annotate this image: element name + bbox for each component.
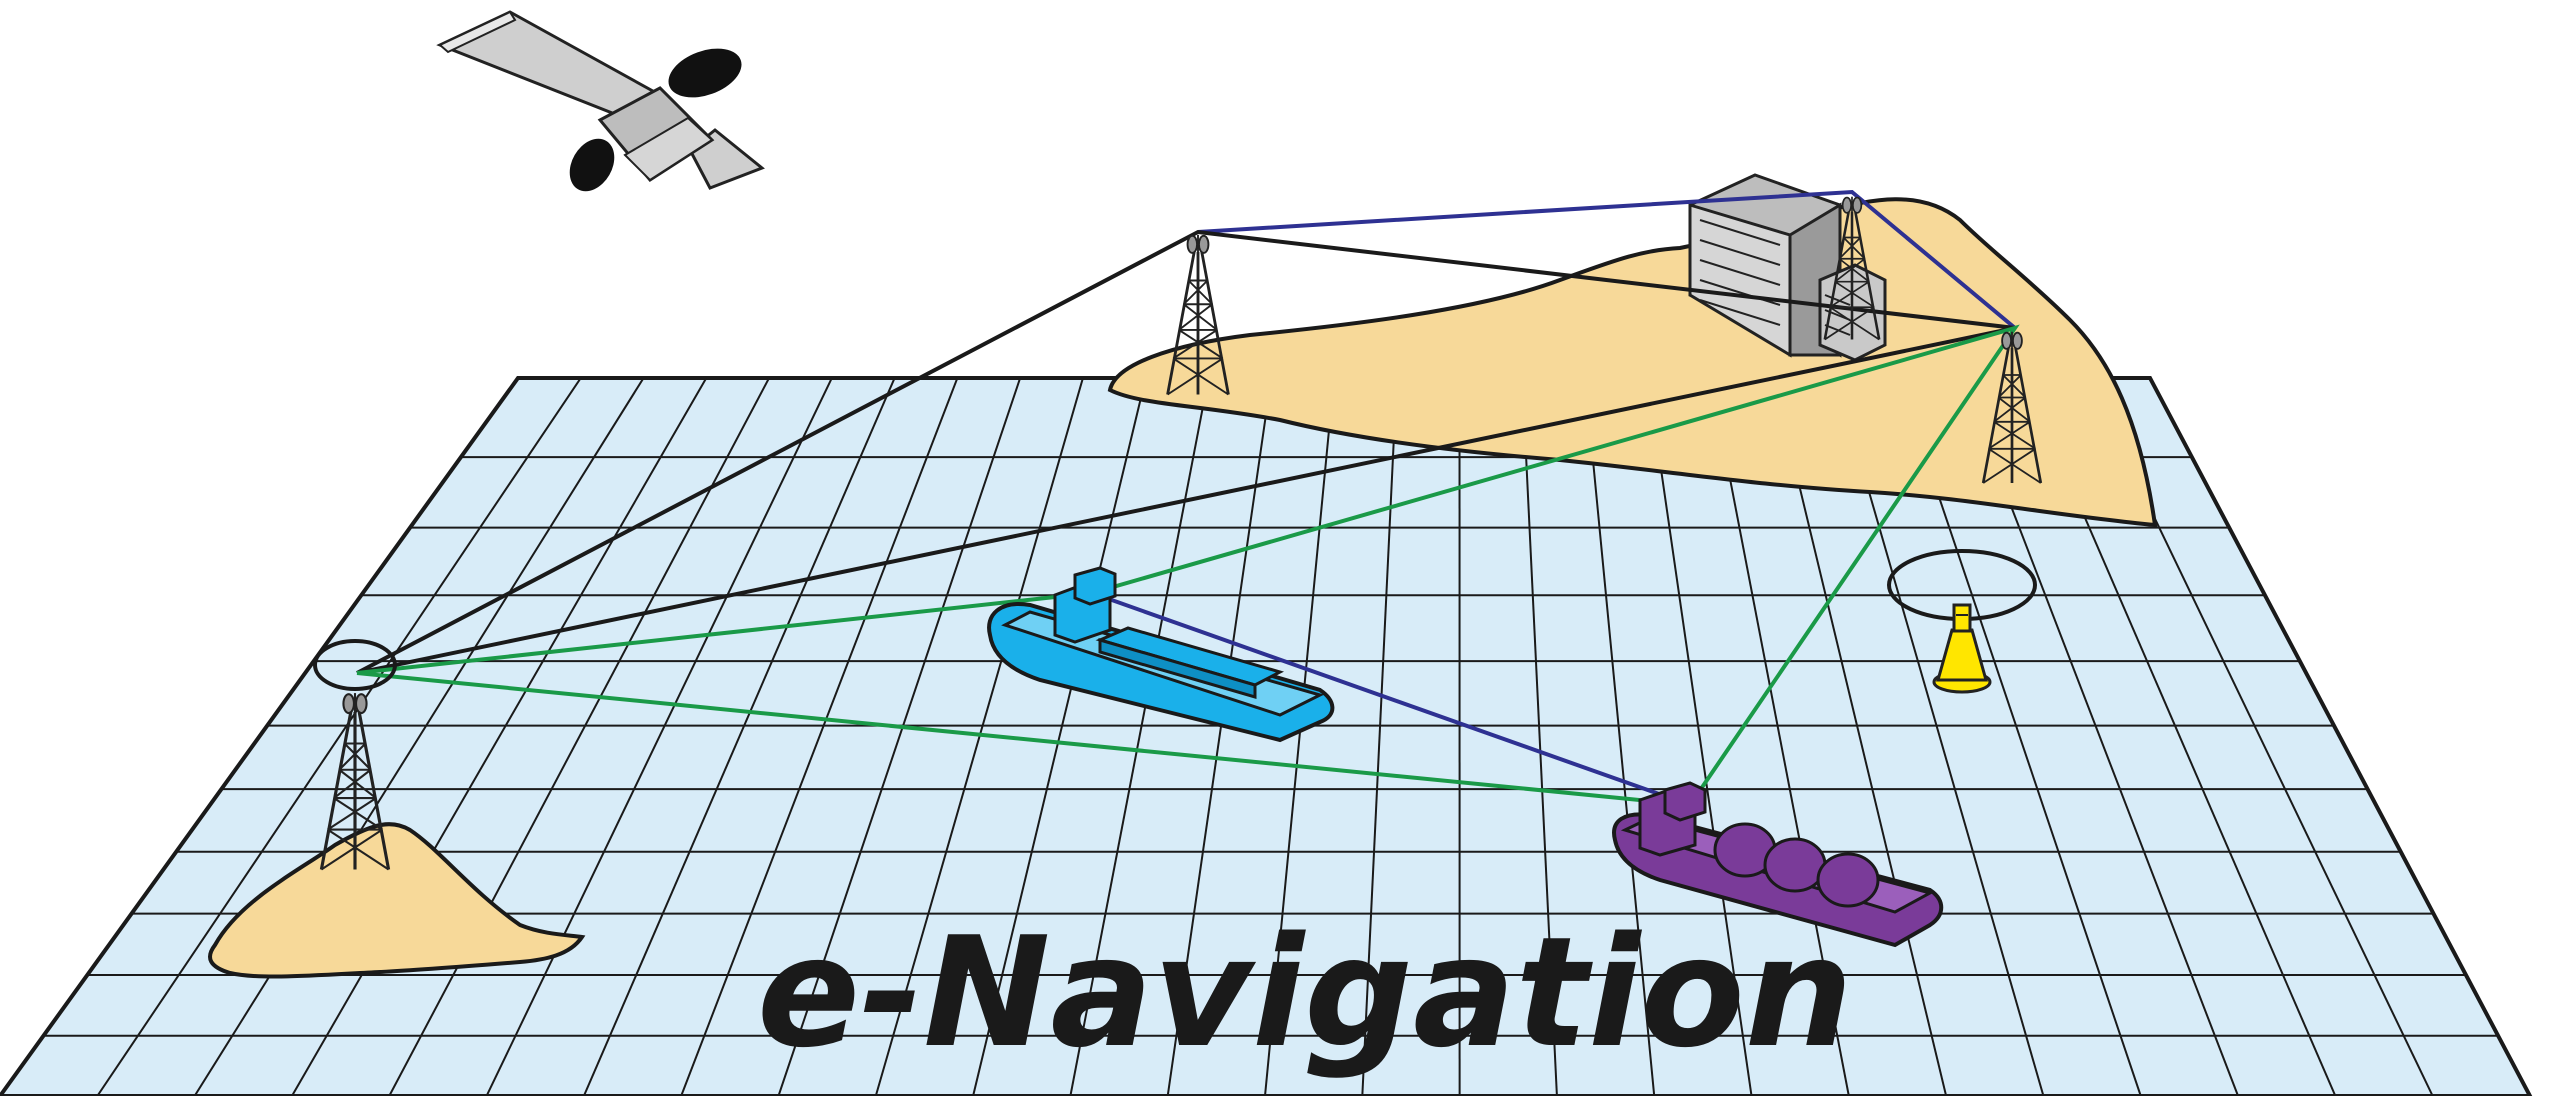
satellite-icon <box>436 10 765 192</box>
grid-line-vertical <box>582 377 896 1096</box>
grid-line-vertical <box>388 377 770 1096</box>
grid-line-vertical <box>485 377 833 1096</box>
small-island <box>208 822 586 979</box>
grid-line-vertical <box>777 377 1022 1096</box>
grid-line-vertical <box>1069 377 1210 1096</box>
link-green-left-tower <box>356 324 2020 808</box>
grid-line-vertical <box>1521 377 1558 1096</box>
grid-line-vertical <box>1772 377 1948 1096</box>
grid-line-vertical <box>1166 377 1273 1096</box>
grid-line-vertical <box>874 377 1084 1096</box>
ship-icon <box>987 566 1335 743</box>
grid-line-vertical <box>96 377 582 1096</box>
link-black-left-tower <box>356 229 2016 675</box>
page-title: e-Navigation <box>757 904 1853 1081</box>
link-blue-shore <box>1197 189 2017 330</box>
mainland-coast <box>1107 197 2158 528</box>
grid-line-vertical <box>1646 377 1753 1096</box>
buoy-icon <box>1887 549 2037 694</box>
link-blue-ships <box>1091 591 1691 807</box>
grid-line-vertical <box>291 377 708 1096</box>
grid-line-vertical <box>1709 377 1850 1096</box>
radio-tower-icon <box>313 639 397 872</box>
grid-line-vertical <box>1264 377 1335 1096</box>
grid-line-vertical <box>972 377 1147 1096</box>
ship-icon <box>1612 781 1944 948</box>
grid-line-vertical <box>680 377 959 1096</box>
grid-line-vertical <box>1361 377 1398 1096</box>
communication-links <box>356 189 2020 808</box>
grid-line-vertical <box>1584 377 1656 1096</box>
grid-line-vertical <box>1835 377 2045 1096</box>
